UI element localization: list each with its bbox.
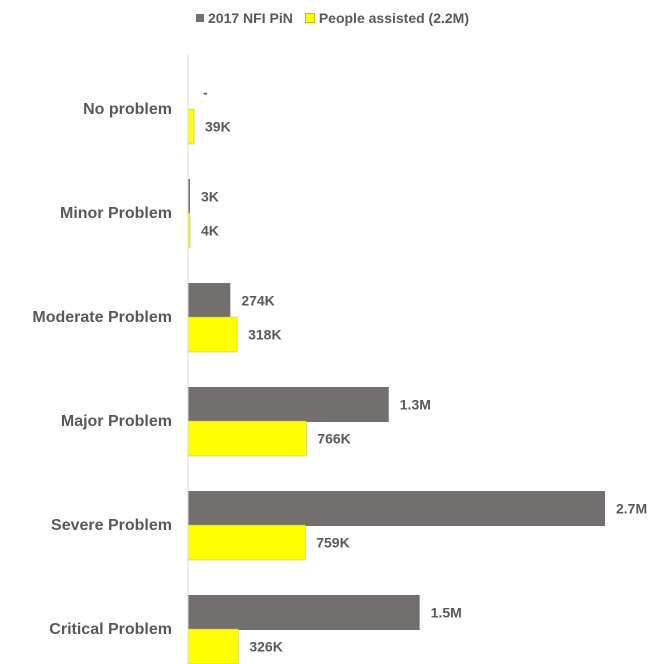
bar-pin-critical-problem [188,595,420,630]
legend-item-pin: 2017 NFI PiN [196,10,293,26]
bar-pin-minor-problem [188,179,190,214]
bar-assisted-moderate-problem [187,316,238,353]
data-label-assisted-major-problem: 766K [317,431,350,447]
data-label-pin-moderate-problem: 274K [241,293,274,309]
legend-label-pin: 2017 NFI PiN [208,10,293,26]
bar-pin-moderate-problem [188,283,231,318]
category-label-moderate-problem: Moderate Problem [32,309,172,326]
category-label-critical-problem: Critical Problem [49,621,172,638]
data-label-assisted-critical-problem: 326K [249,639,282,655]
legend-item-assisted: People assisted (2.2M) [304,10,469,26]
category-label-minor-problem: Minor Problem [60,205,172,222]
data-label-pin-major-problem: 1.3M [400,397,431,413]
bar-pin-major-problem [188,387,389,422]
data-label-assisted-moderate-problem: 318K [248,327,281,343]
data-label-pin-minor-problem: 3K [201,189,219,205]
bar-assisted-severe-problem [187,524,306,561]
data-label-pin-critical-problem: 1.5M [431,605,462,621]
bar-pin-severe-problem [188,491,605,526]
bar-assisted-no-problem [187,108,195,145]
data-label-pin-no-problem: - [203,85,208,101]
bar-assisted-critical-problem [187,628,239,664]
bar-assisted-major-problem [187,420,307,457]
category-label-major-problem: Major Problem [61,413,172,430]
legend-label-assisted: People assisted (2.2M) [318,10,469,26]
data-label-pin-severe-problem: 2.7M [616,501,647,517]
data-label-assisted-severe-problem: 759K [316,535,349,551]
legend-swatch-assisted [304,13,315,23]
data-label-assisted-minor-problem: 4K [201,223,219,239]
category-label-severe-problem: Severe Problem [51,517,172,534]
category-label-no-problem: No problem [83,101,172,118]
data-label-assisted-no-problem: 39K [205,119,231,135]
chart-legend: 2017 NFI PiN People assisted (2.2M) [196,10,481,26]
legend-swatch-pin [196,14,204,22]
